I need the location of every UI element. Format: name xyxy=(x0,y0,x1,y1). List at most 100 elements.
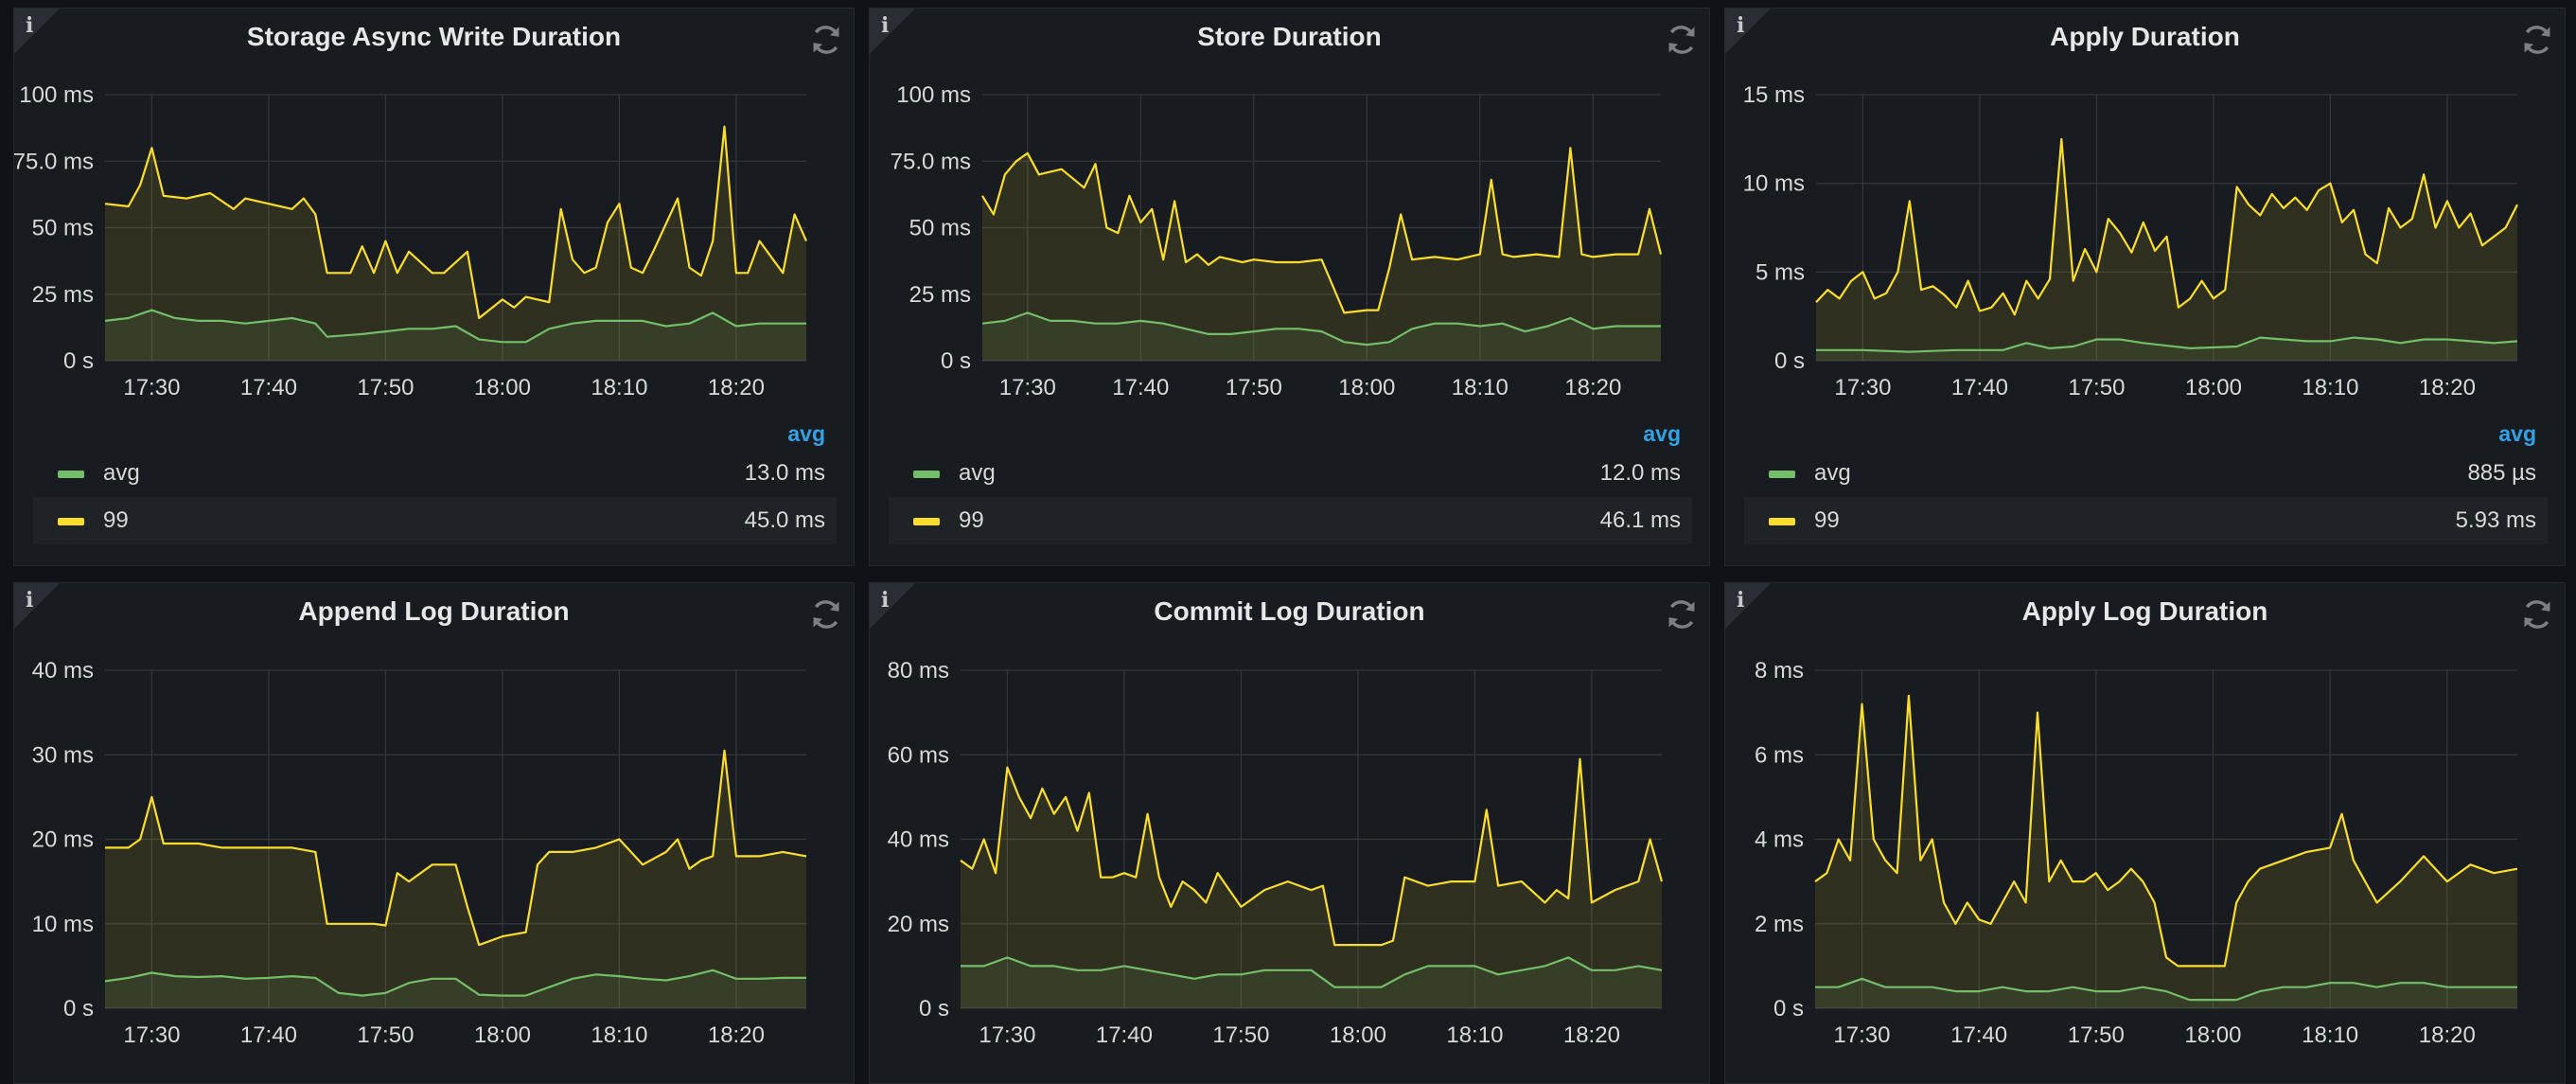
legend-swatch[interactable] xyxy=(1769,471,1795,478)
series-line-avg[interactable] xyxy=(1815,977,2517,1002)
series-line-avg[interactable] xyxy=(961,956,1663,988)
refresh-icon[interactable] xyxy=(2519,596,2555,632)
legend-series-name[interactable]: 99 xyxy=(103,507,129,533)
legend-series-name[interactable]: 99 xyxy=(959,507,984,533)
refresh-icon[interactable] xyxy=(1664,22,1700,58)
x-tick-label: 17:50 xyxy=(1212,1022,1269,1048)
info-icon[interactable]: i xyxy=(1737,588,1745,613)
series-area-avg xyxy=(105,310,806,361)
series-line-p99[interactable] xyxy=(1814,694,2518,968)
series-area-avg xyxy=(1815,978,2517,1008)
x-tick-label: 18:10 xyxy=(2302,1022,2358,1048)
x-tick-label: 17:40 xyxy=(1951,375,2008,400)
legend-row-avg[interactable]: avg 13.0 ms xyxy=(33,450,837,497)
legend-row-p99[interactable]: 99 45.0 ms xyxy=(33,497,837,544)
series-line-p99[interactable] xyxy=(960,757,1664,947)
series-area-p99 xyxy=(105,126,806,361)
series-line-p99[interactable] xyxy=(981,147,1663,314)
y-tick-label: 75.0 ms xyxy=(891,149,971,174)
chart-store-duration: 0 s 25 ms 50 ms 75.0 ms 100 ms 17:30 17:40 17:5… xyxy=(891,82,1663,400)
legend-swatch[interactable] xyxy=(913,471,940,478)
x-tick-label: 18:10 xyxy=(1452,375,1509,400)
x-tick-label: 18:20 xyxy=(1563,1022,1620,1048)
refresh-icon[interactable] xyxy=(808,22,844,58)
refresh-icon[interactable] xyxy=(808,596,844,632)
legend-swatch[interactable] xyxy=(58,471,84,478)
info-corner[interactable] xyxy=(870,583,915,629)
info-icon[interactable]: i xyxy=(881,13,890,38)
legend-series-value: 13.0 ms xyxy=(744,460,825,486)
series-area-p99 xyxy=(982,148,1661,361)
legend-row-p99[interactable]: 99 46.1 ms xyxy=(889,497,1692,544)
legend: avg avg 885 µs 99 5.93 ms xyxy=(1744,421,2548,544)
x-tick-label: 18:00 xyxy=(1330,1022,1386,1048)
legend-series-name[interactable]: avg xyxy=(103,460,140,486)
x-tick-label: 17:50 xyxy=(357,375,414,400)
info-corner[interactable] xyxy=(1725,583,1771,629)
y-tick-label: 75.0 ms xyxy=(13,149,94,174)
legend-series-name[interactable]: avg xyxy=(959,460,996,486)
x-tick-label: 17:40 xyxy=(240,375,297,400)
info-icon[interactable]: i xyxy=(26,588,34,613)
x-tick-label: 17:30 xyxy=(123,1022,180,1048)
y-tick-label: 0 s xyxy=(941,348,971,374)
panel-commit-log-duration: i Commit Log Duration 0 s 20 ms 40 ms 60 ms 80… xyxy=(869,582,1710,1084)
legend-sort-header[interactable]: avg xyxy=(1643,421,1681,446)
x-tick-label: 17:30 xyxy=(979,1022,1035,1048)
x-tick-label: 18:20 xyxy=(2419,1022,2476,1048)
refresh-icon[interactable] xyxy=(2519,22,2555,58)
series-area-avg xyxy=(105,969,806,1008)
x-tick-label: 18:00 xyxy=(474,375,531,400)
legend-row-avg[interactable]: avg 12.0 ms xyxy=(889,450,1692,497)
x-tick-label: 18:20 xyxy=(708,375,765,400)
legend-series-name[interactable]: avg xyxy=(1814,460,1851,486)
legend-row-avg[interactable]: avg 885 µs xyxy=(1744,450,2548,497)
info-corner[interactable] xyxy=(14,9,60,54)
info-icon[interactable]: i xyxy=(26,13,34,38)
refresh-icon[interactable] xyxy=(1664,596,1700,632)
series-line-avg[interactable] xyxy=(104,309,806,344)
x-tick-label: 18:00 xyxy=(2185,375,2242,400)
info-corner[interactable] xyxy=(870,9,915,54)
x-tick-label: 18:10 xyxy=(591,375,647,400)
series-line-p99[interactable] xyxy=(1815,137,2518,316)
x-tick-label: 17:30 xyxy=(1834,375,1891,400)
x-tick-label: 17:50 xyxy=(2068,375,2125,400)
info-corner[interactable] xyxy=(14,583,60,629)
series-line-p99[interactable] xyxy=(105,749,807,947)
y-tick-label: 40 ms xyxy=(888,827,949,853)
x-tick-label: 18:20 xyxy=(1564,375,1621,400)
y-tick-label: 0 s xyxy=(1774,348,1805,374)
series-line-p99[interactable] xyxy=(104,125,808,320)
x-tick-label: 17:50 xyxy=(1226,375,1282,400)
info-icon[interactable]: i xyxy=(1737,13,1745,38)
legend-sort-header[interactable]: avg xyxy=(2498,421,2536,446)
y-tick-label: 100 ms xyxy=(896,82,971,108)
x-tick-label: 17:50 xyxy=(357,1022,414,1048)
y-tick-label: 2 ms xyxy=(1755,912,1804,937)
info-corner[interactable] xyxy=(1725,9,1771,54)
legend-swatch[interactable] xyxy=(58,518,84,525)
x-tick-label: 17:40 xyxy=(240,1022,297,1048)
x-tick-label: 18:10 xyxy=(591,1022,647,1048)
info-icon[interactable]: i xyxy=(881,588,890,613)
series-line-avg[interactable] xyxy=(981,311,1661,347)
legend-swatch[interactable] xyxy=(913,518,940,525)
y-tick-label: 20 ms xyxy=(32,827,94,853)
y-tick-label: 40 ms xyxy=(32,658,94,684)
series-line-avg[interactable] xyxy=(1816,336,2518,353)
x-tick-label: 17:30 xyxy=(999,375,1056,400)
legend-series-value: 5.93 ms xyxy=(2455,507,2536,533)
legend-swatch[interactable] xyxy=(1769,518,1795,525)
y-tick-label: 4 ms xyxy=(1755,827,1804,853)
legend-series-name[interactable]: 99 xyxy=(1814,507,1840,533)
chart-apply-duration: 0 s 5 ms 10 ms 15 ms 17:30 17:40 17:50 18:00 18:… xyxy=(1743,82,2518,400)
y-tick-label: 50 ms xyxy=(32,216,94,241)
panel-append-log-duration: i Append Log Duration 0 s 10 ms 20 ms 30 ms 40… xyxy=(13,582,855,1084)
series-line-avg[interactable] xyxy=(104,968,806,997)
legend-sort-header[interactable]: avg xyxy=(787,421,825,446)
x-tick-label: 18:10 xyxy=(1446,1022,1503,1048)
legend-row-p99[interactable]: 99 5.93 ms xyxy=(1744,497,2548,544)
